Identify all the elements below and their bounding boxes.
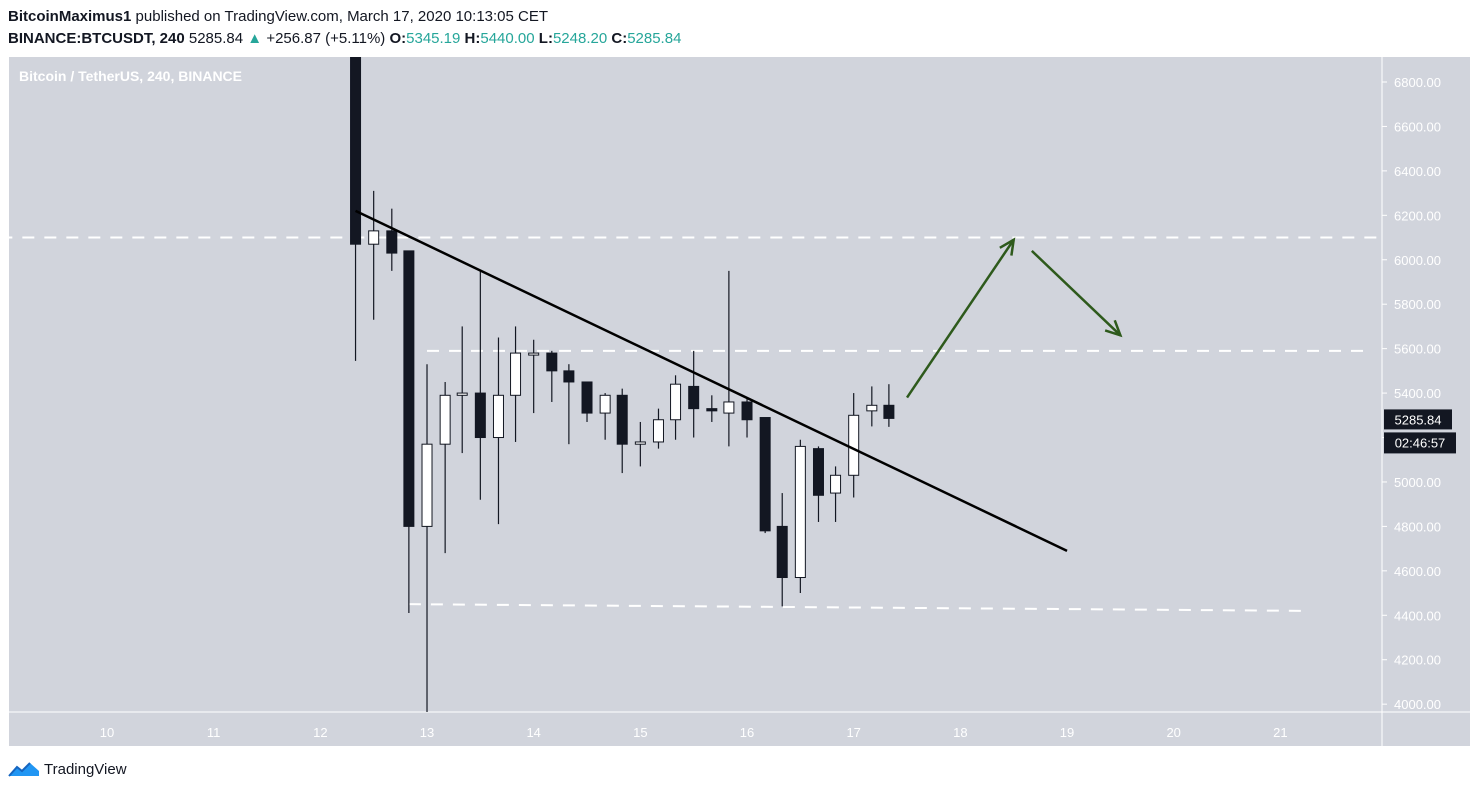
candle-body — [883, 404, 895, 419]
candle-body — [723, 401, 735, 414]
x-tick-label: 17 — [846, 725, 860, 740]
arrow-down — [1030, 249, 1122, 337]
candle-body — [386, 230, 398, 254]
trend-line — [355, 209, 1068, 552]
plot-content — [9, 57, 1382, 712]
candle-body — [741, 401, 753, 421]
countdown-badge — [1384, 432, 1456, 454]
candle-body — [706, 408, 718, 412]
candle-body — [456, 392, 468, 396]
change-arrow-icon: ▲ — [247, 30, 263, 47]
open-value: 5345.19 — [406, 30, 461, 47]
footer-brand-text: TradingView — [44, 760, 127, 778]
candle-body — [634, 441, 646, 445]
candle-body — [403, 250, 415, 527]
time-axis — [9, 712, 1470, 746]
last-price: 5285.84 — [188, 30, 244, 47]
candle-body — [616, 394, 628, 445]
candle-body — [492, 394, 504, 439]
candle-body — [759, 417, 771, 532]
candle-body — [652, 419, 664, 443]
high-value: 5440.00 — [480, 30, 535, 47]
y-tick-label: 5800.00 — [1394, 297, 1441, 312]
y-tick-label: 4400.00 — [1394, 608, 1441, 623]
candle-body — [794, 445, 806, 579]
y-tick-label: 4000.00 — [1394, 697, 1441, 712]
candle-body — [368, 230, 380, 245]
x-tick-label: 21 — [1273, 725, 1287, 740]
footer-brand[interactable]: TradingView — [8, 760, 127, 778]
y-tick-label: 6600.00 — [1394, 119, 1441, 134]
x-tick-label: 12 — [313, 725, 327, 740]
y-tick-label: 6000.00 — [1394, 253, 1441, 268]
plot-area — [9, 57, 1382, 712]
y-tick-label: 6800.00 — [1394, 75, 1441, 90]
ohlc-line: BINANCE:BTCUSDT, 240 5285.84 ▲ +256.87 (… — [8, 28, 681, 50]
chart-header: BitcoinMaximus1 published on TradingView… — [8, 6, 681, 50]
open-label: O: — [389, 30, 407, 47]
chart-title: Bitcoin / TetherUS, 240, BINANCE — [19, 68, 242, 84]
countdown-label: 02:46:57 — [1395, 435, 1446, 450]
x-tick-label: 11 — [207, 725, 221, 740]
candle-body — [510, 352, 522, 396]
high-label: H: — [464, 30, 481, 47]
candle-body — [439, 394, 451, 445]
y-tick-label: 6200.00 — [1394, 208, 1441, 223]
x-tick-label: 15 — [633, 725, 647, 740]
current-price-badge — [1384, 409, 1452, 430]
arrow-up-head — [999, 237, 1016, 256]
candle-body — [421, 443, 433, 527]
candle-body — [866, 404, 878, 412]
arrow-up — [905, 239, 1015, 399]
candle-body — [350, 57, 362, 245]
x-tick-label: 20 — [1166, 725, 1180, 740]
candle-body — [776, 525, 788, 579]
y-tick-label: 5400.00 — [1394, 386, 1441, 401]
y-tick-label: 4800.00 — [1394, 519, 1441, 534]
candle-body — [812, 448, 824, 496]
candle-body — [688, 385, 700, 410]
low-label: L: — [538, 30, 553, 47]
x-tick-label: 19 — [1060, 725, 1074, 740]
close-value: 5285.84 — [627, 30, 682, 47]
price-change: +256.87 (+5.11%) — [266, 30, 386, 47]
candle-body — [563, 370, 575, 383]
arrow-down-head — [1104, 319, 1123, 338]
candle-body — [848, 414, 860, 476]
current-price-label: 5285.84 — [1395, 412, 1442, 427]
y-tick-label: 4600.00 — [1394, 564, 1441, 579]
y-tick-label: 6400.00 — [1394, 164, 1441, 179]
candle-body — [474, 392, 486, 439]
candle-body — [599, 394, 611, 414]
x-tick-label: 13 — [420, 725, 434, 740]
tradingview-logo-icon — [8, 762, 39, 777]
candle-body — [546, 352, 558, 372]
publisher-name[interactable]: BitcoinMaximus1 — [8, 8, 132, 25]
close-label: C: — [611, 30, 628, 47]
published-text: published on TradingView.com, March 17, … — [131, 8, 549, 25]
candle-body — [528, 352, 540, 356]
y-tick-label: 5000.00 — [1394, 475, 1441, 490]
price-axis — [1382, 57, 1470, 712]
y-tick-label: 5600.00 — [1394, 342, 1441, 357]
candle-body — [581, 381, 593, 414]
y-tick-label: 4200.00 — [1394, 653, 1441, 668]
x-tick-label: 18 — [953, 725, 967, 740]
candle-body — [830, 474, 842, 494]
x-tick-label: 14 — [526, 725, 540, 740]
x-tick-label: 16 — [740, 725, 754, 740]
symbol-label: BINANCE:BTCUSDT, 240 — [8, 30, 185, 47]
x-tick-label: 10 — [100, 725, 114, 740]
support-line — [408, 603, 1302, 612]
candle-body — [670, 383, 682, 421]
publish-info: BitcoinMaximus1 published on TradingView… — [8, 6, 681, 28]
low-value: 5248.20 — [552, 30, 608, 47]
